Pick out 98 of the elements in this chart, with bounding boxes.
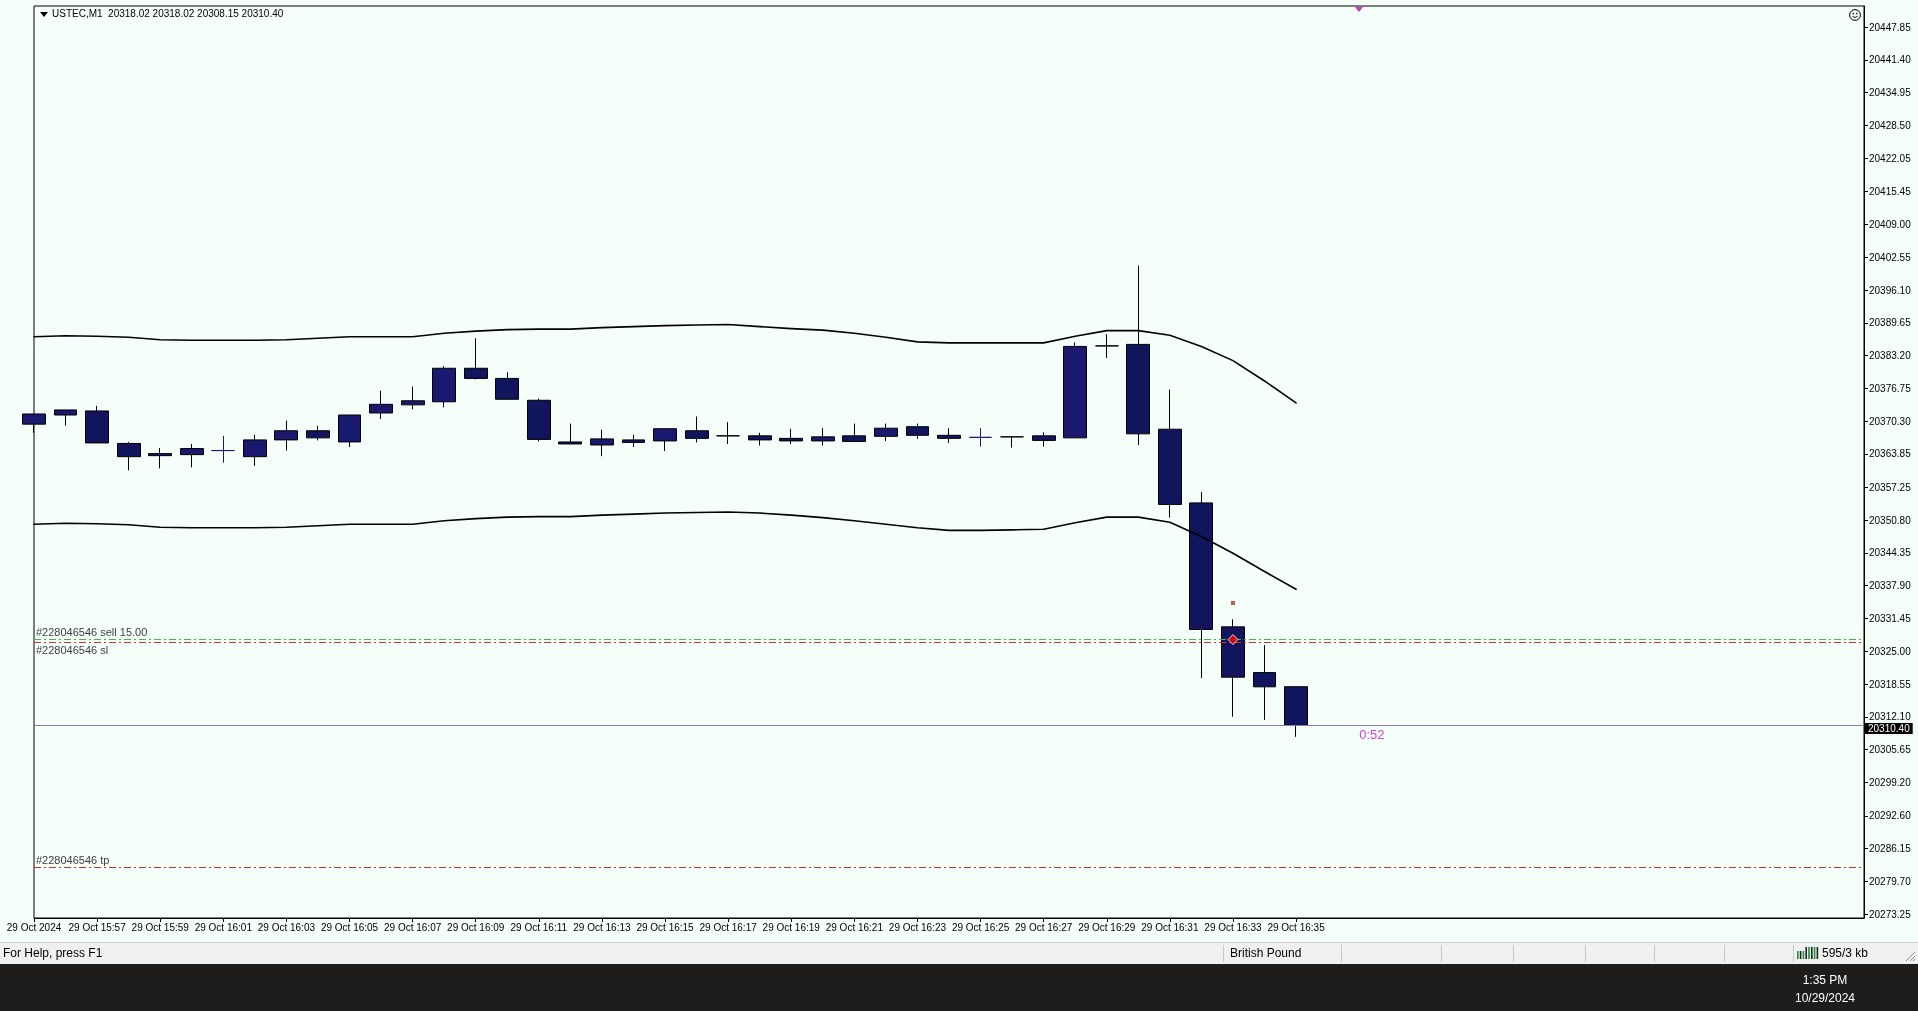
candlestick — [338, 414, 361, 448]
y-tick-label: 20396.10 — [1869, 284, 1912, 296]
candlestick — [306, 425, 330, 441]
x-tick-label: 29 Oct 16:29 — [1078, 921, 1136, 933]
candlestick — [969, 427, 992, 447]
text: British Pound — [1230, 946, 1302, 960]
candlestick — [211, 435, 235, 464]
candlestick — [1221, 618, 1245, 718]
candlestick — [85, 405, 109, 444]
y-tick-label: 20337.90 — [1869, 580, 1912, 592]
chart-title: USTEC,M1 20318.02 20318.02 20308.15 20310.40 — [52, 7, 284, 19]
x-tick-label: 29 Oct 16:23 — [888, 921, 947, 933]
text: 10/29/2024 — [1793, 991, 1857, 1005]
x-tick-label: 29 Oct 16:33 — [1204, 921, 1263, 933]
y-tick-label: 20422.05 — [1869, 152, 1912, 164]
candlestick — [274, 420, 298, 452]
y-tick-label: 20318.55 — [1869, 678, 1912, 690]
x-tick-label: 29 Oct 16:09 — [447, 921, 505, 933]
candlestick — [653, 428, 677, 452]
candlestick — [590, 429, 614, 457]
y-tick-label: 20402.55 — [1869, 251, 1912, 263]
candlestick — [874, 423, 898, 442]
y-tick-label: 20350.80 — [1869, 514, 1912, 526]
y-tick-label: 20299.20 — [1869, 776, 1912, 788]
y-tick-label: 20383.20 — [1869, 350, 1912, 362]
y-tick-label: 20305.65 — [1869, 744, 1912, 756]
y-tick-label: 20273.25 — [1869, 908, 1912, 920]
y-tick-label: 20292.60 — [1869, 810, 1912, 822]
y-tick-label: 20279.70 — [1869, 875, 1912, 887]
candlestick — [180, 443, 204, 468]
candlestick — [1158, 389, 1182, 519]
y-tick-label: 20344.35 — [1869, 547, 1912, 559]
y-tick-label: 20370.30 — [1869, 415, 1912, 427]
candlestick — [1063, 341, 1087, 439]
x-tick-label: 29 Oct 16:17 — [699, 921, 758, 933]
y-tick-label: 20434.95 — [1869, 87, 1912, 99]
candlestick — [117, 441, 141, 471]
candlestick — [148, 447, 172, 469]
candlestick — [779, 428, 803, 445]
candlestick — [748, 432, 772, 446]
x-tick-label: 29 Oct 15:59 — [131, 921, 190, 933]
text: For Help, press F1 — [3, 946, 103, 960]
candlestick — [937, 427, 961, 444]
y-tick-label: 20447.85 — [1869, 21, 1912, 33]
candlestick — [622, 434, 645, 448]
candlestick — [495, 371, 519, 400]
candlestick — [1253, 644, 1276, 721]
candlestick — [1032, 431, 1056, 447]
x-tick-label: 29 Oct 16:13 — [573, 921, 631, 933]
candlestick — [432, 365, 456, 408]
x-tick-label: 29 Oct 16:25 — [951, 921, 1010, 933]
x-tick-label: 29 Oct 16:15 — [636, 921, 695, 933]
candlestick — [464, 337, 488, 380]
x-tick-label: 29 Oct 15:57 — [68, 921, 127, 933]
candlestick — [685, 416, 709, 443]
x-tick-label: 29 Oct 2024 — [6, 921, 62, 933]
candlestick — [401, 386, 425, 410]
candlestick — [527, 398, 551, 442]
y-tick-label: 20312.10 — [1869, 711, 1912, 723]
y-tick-label: 20415.45 — [1869, 186, 1912, 198]
y-tick-label: 20428.50 — [1869, 119, 1912, 131]
y-tick-label: 20389.65 — [1869, 317, 1912, 329]
x-tick-label: 29 Oct 16:07 — [383, 921, 442, 933]
y-tick-label: 20286.15 — [1869, 843, 1912, 855]
candlestick — [1284, 686, 1308, 738]
candlestick — [558, 423, 582, 445]
candlestick — [369, 390, 393, 420]
x-tick-label: 29 Oct 16:19 — [762, 921, 821, 933]
x-tick-label: 29 Oct 16:21 — [825, 921, 884, 933]
y-tick-label: 20357.25 — [1869, 481, 1912, 493]
ref-line-label: #228046546 sell 15.00 — [36, 626, 148, 639]
candlestick — [243, 434, 267, 467]
x-tick-label: 29 Oct 16:05 — [320, 921, 379, 933]
y-tick-label: 20441.40 — [1869, 54, 1912, 66]
x-tick-label: 29 Oct 16:01 — [194, 921, 253, 933]
ref-line-label: 20310.40 — [1868, 722, 1911, 734]
ref-line-label: #228046546 sl — [36, 644, 109, 657]
y-tick-label: 20325.00 — [1869, 645, 1912, 657]
candlestick — [906, 423, 929, 440]
y-tick-label: 20331.45 — [1869, 612, 1912, 624]
ref-line-label: #228046546 tp — [36, 853, 110, 866]
candlestick — [716, 421, 740, 445]
x-tick-label: 29 Oct 16:11 — [510, 921, 568, 933]
candlestick — [1000, 436, 1024, 449]
x-tick-label: 29 Oct 16:27 — [1015, 921, 1073, 933]
annotation: 0:52 — [1359, 727, 1385, 743]
y-tick-label: 20409.00 — [1869, 218, 1912, 230]
text: 1:35 PM — [1801, 973, 1849, 987]
x-tick-label: 29 Oct 16:35 — [1267, 921, 1326, 933]
text: 595/3 kb — [1822, 946, 1869, 960]
y-tick-label: 20363.85 — [1869, 448, 1912, 460]
candlestick — [54, 409, 77, 427]
candlestick — [1095, 333, 1119, 359]
x-tick-label: 29 Oct 16:31 — [1141, 921, 1199, 933]
candlestick — [842, 423, 866, 442]
x-tick-label: 29 Oct 16:03 — [257, 921, 316, 933]
y-tick-label: 20376.75 — [1869, 382, 1912, 394]
candlestick — [811, 427, 835, 446]
